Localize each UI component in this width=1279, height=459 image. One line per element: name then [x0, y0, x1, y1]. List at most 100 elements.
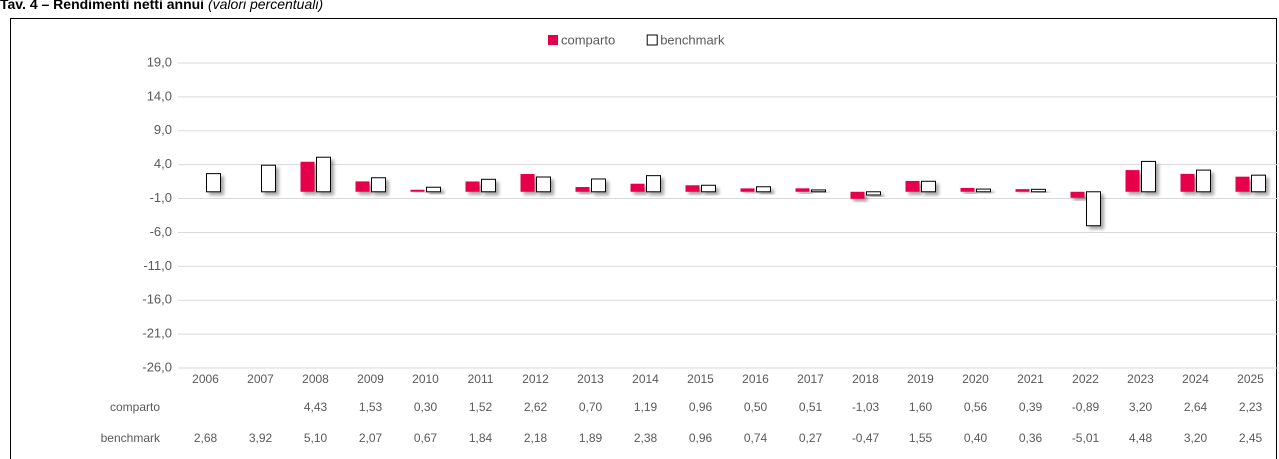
legend-swatch	[646, 34, 658, 46]
table-value: 0,70	[579, 400, 603, 414]
table-value: -0,89	[1072, 400, 1100, 414]
table-value: 2,18	[524, 431, 548, 445]
table-value: 0,96	[689, 400, 713, 414]
x-tick-label: 2018	[852, 372, 879, 386]
table-value: 0,51	[799, 400, 823, 414]
x-tick-label: 2021	[1017, 372, 1044, 386]
bar	[206, 173, 221, 193]
bar	[316, 156, 331, 193]
chart-frame	[10, 18, 1277, 459]
y-tick-label: 9,0	[154, 122, 172, 137]
bar	[646, 175, 661, 193]
x-tick-label: 2025	[1237, 372, 1264, 386]
table-value: 2,23	[1239, 400, 1263, 414]
table-value: 1,19	[634, 400, 658, 414]
table-value: 2,64	[1184, 400, 1208, 414]
bar	[591, 178, 606, 193]
table-value: 0,67	[414, 431, 438, 445]
bar	[756, 186, 771, 193]
bar	[811, 189, 826, 193]
bar	[1086, 191, 1101, 227]
table-value: 5,10	[304, 431, 328, 445]
bar	[905, 180, 920, 192]
x-tick-label: 2020	[962, 372, 989, 386]
y-tick-label: -21,0	[142, 326, 172, 341]
bar	[630, 183, 645, 192]
title-text: Tav. 4 – Rendimenti netti annui	[0, 0, 204, 12]
bar	[685, 185, 700, 192]
table-value: 3,20	[1129, 400, 1153, 414]
x-tick-label: 2016	[742, 372, 769, 386]
bar	[1235, 176, 1250, 192]
table-value: 2,45	[1239, 431, 1263, 445]
legend-swatch	[548, 35, 558, 45]
bar	[426, 186, 441, 193]
bar	[261, 164, 276, 193]
table-value: 4,48	[1129, 431, 1153, 445]
bar	[921, 180, 936, 193]
table-value: 1,55	[909, 431, 933, 445]
bar	[1125, 170, 1140, 192]
table-value: 1,89	[579, 431, 603, 445]
x-tick-label: 2011	[468, 372, 494, 386]
table-value: 3,92	[249, 431, 273, 445]
x-tick-label: 2009	[357, 372, 384, 386]
x-tick-label: 2012	[522, 372, 549, 386]
x-tick-label: 2010	[412, 372, 439, 386]
x-tick-label: 2017	[797, 372, 824, 386]
table-row-label: comparto	[110, 400, 160, 414]
bar	[1141, 160, 1156, 193]
legend-label: benchmark	[660, 32, 725, 47]
bar	[536, 176, 551, 193]
table-value: -5,01	[1072, 431, 1100, 445]
table-value: 0,50	[744, 400, 768, 414]
table-value: 0,40	[964, 431, 988, 445]
table-value: 3,20	[1184, 431, 1208, 445]
table-value: 1,53	[359, 400, 383, 414]
table-value: 1,52	[469, 400, 493, 414]
chart-title: Tav. 4 – Rendimenti netti annui (valori …	[0, 0, 323, 12]
bar	[701, 184, 716, 193]
bar	[410, 189, 425, 192]
table-value: -1,03	[852, 400, 880, 414]
bar	[300, 161, 315, 192]
y-tick-label: 4,0	[154, 156, 172, 171]
x-tick-label: 2019	[907, 372, 934, 386]
bar	[866, 191, 881, 196]
x-tick-label: 2013	[577, 372, 604, 386]
table-value: 2,38	[634, 431, 658, 445]
bar	[1015, 189, 1030, 192]
x-tick-label: 2023	[1127, 372, 1154, 386]
y-tick-label: -1,0	[150, 190, 172, 205]
table-value: 1,84	[469, 431, 493, 445]
y-tick-label: -16,0	[142, 292, 172, 307]
table-value: 0,30	[414, 400, 438, 414]
table-value: 0,27	[799, 431, 823, 445]
table-value: 0,36	[1019, 431, 1043, 445]
bar	[976, 188, 991, 193]
x-tick-label: 2022	[1072, 372, 1099, 386]
bar	[795, 188, 810, 192]
bar	[1031, 188, 1046, 193]
x-tick-label: 2024	[1182, 372, 1209, 386]
bar	[481, 178, 496, 193]
table-value: 4,43	[304, 400, 328, 414]
table-row-label: benchmark	[101, 431, 161, 445]
bar	[1196, 169, 1211, 193]
y-tick-label: -6,0	[150, 224, 172, 239]
bar	[465, 181, 480, 192]
subtitle-text: (valori percentuali)	[208, 0, 323, 12]
bar	[1251, 174, 1266, 193]
bar	[960, 187, 975, 192]
bar	[850, 191, 865, 199]
legend-label: comparto	[561, 32, 615, 47]
bar	[520, 174, 535, 192]
table-value: 0,56	[964, 400, 988, 414]
y-tick-label: -26,0	[142, 359, 172, 374]
bar	[1180, 173, 1195, 192]
bar	[355, 181, 370, 192]
bar	[575, 187, 590, 192]
table-value: -0,47	[852, 431, 880, 445]
y-tick-label: -11,0	[143, 258, 172, 273]
